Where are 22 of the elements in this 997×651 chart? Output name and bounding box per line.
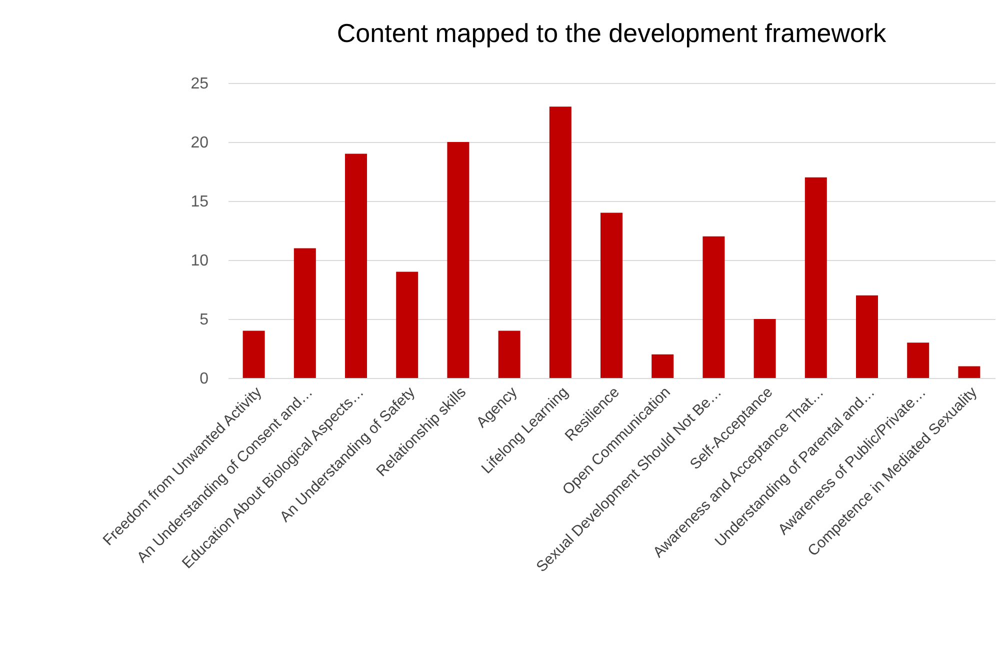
bar: [447, 142, 470, 378]
y-tick-label: 20: [190, 134, 209, 152]
bar: [652, 354, 674, 378]
bar: [754, 319, 776, 378]
bar: [396, 272, 418, 378]
y-tick-label: 15: [190, 194, 209, 210]
bar: [958, 366, 980, 378]
bar: [345, 154, 368, 378]
bar: [600, 212, 622, 378]
y-tick-label: 25: [190, 76, 209, 92]
bar: [294, 248, 316, 378]
bar: [907, 342, 930, 378]
bar: [702, 236, 725, 378]
bar: [804, 177, 827, 378]
bar: [498, 330, 520, 378]
y-tick-label: 10: [190, 252, 209, 270]
y-tick-label: 5: [200, 312, 209, 328]
bar: [242, 330, 265, 378]
bar: [856, 295, 878, 378]
bar: [549, 106, 572, 378]
chart-title: Content mapped to the development framework: [336, 18, 888, 48]
y-tick-label: 0: [200, 370, 209, 388]
